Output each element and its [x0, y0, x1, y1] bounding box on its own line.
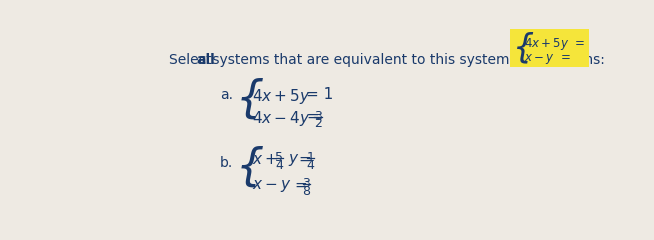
Text: 8: 8 [303, 185, 311, 198]
Text: 3: 3 [314, 110, 322, 123]
Text: $x - y$: $x - y$ [252, 178, 292, 194]
Text: b.: b. [220, 156, 233, 170]
Text: =: = [299, 152, 311, 167]
Text: 1: 1 [307, 151, 315, 164]
Text: 3: 3 [303, 177, 311, 190]
Text: all: all [196, 54, 215, 67]
Text: 4: 4 [275, 159, 283, 172]
Text: 2: 2 [314, 117, 322, 130]
Text: {: { [235, 78, 264, 121]
Text: $4x + 5y$  =: $4x + 5y$ = [525, 36, 585, 53]
Text: systems that are equivalent to this system of equations:: systems that are equivalent to this syst… [208, 54, 605, 67]
Text: {: { [235, 145, 264, 188]
Text: $x - y$  =: $x - y$ = [525, 52, 571, 66]
Text: $4x - 4y$: $4x - 4y$ [252, 109, 311, 128]
Text: $y$: $y$ [288, 152, 300, 168]
Text: =: = [307, 109, 319, 124]
Text: $x +$: $x +$ [252, 152, 278, 167]
Text: a.: a. [220, 88, 233, 102]
Text: = 1: = 1 [307, 87, 334, 102]
Text: {: { [513, 31, 535, 65]
Text: 4: 4 [307, 159, 315, 172]
Text: $4x + 5y$: $4x + 5y$ [252, 87, 311, 106]
Text: 5: 5 [275, 151, 283, 164]
Text: =: = [295, 178, 307, 193]
Bar [510, 29, 589, 67]
Text: Select: Select [169, 54, 216, 67]
